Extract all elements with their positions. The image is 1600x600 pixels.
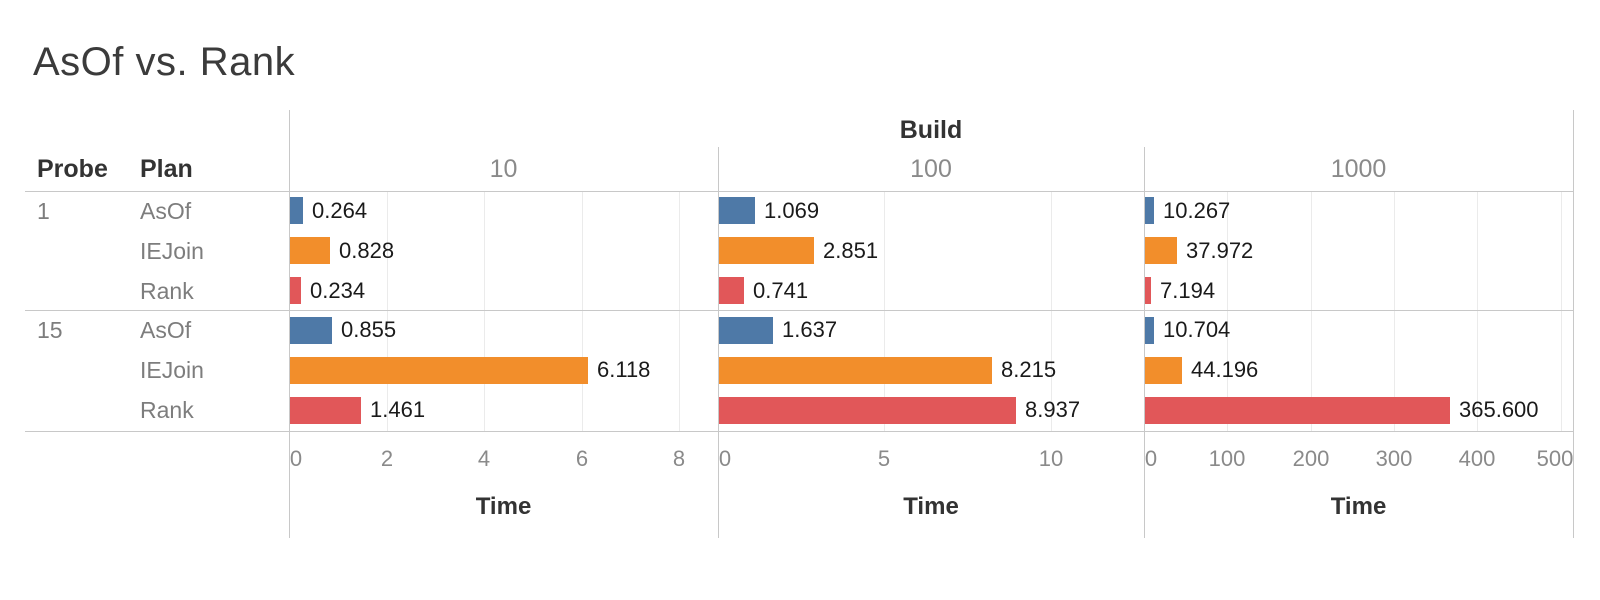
group-separator	[25, 310, 1573, 311]
bar-iejoin-probe15-build1000[interactable]	[1145, 357, 1182, 384]
bar-value-label: 37.972	[1186, 238, 1254, 263]
x-axis-tick-label: 0	[289, 446, 303, 471]
x-axis-tick-label: 500	[1536, 446, 1574, 471]
bar-asof-probe15-build10[interactable]	[290, 317, 332, 344]
gridline	[1394, 191, 1395, 431]
x-axis-title-time: Time	[903, 493, 959, 520]
probe-header-15[interactable]: 15	[37, 317, 63, 343]
x-axis-tick-label: 100	[1208, 446, 1246, 471]
bar-rank-probe1-build1000[interactable]	[1145, 277, 1151, 304]
x-axis-tick-label: 2	[380, 446, 394, 471]
x-axis-tick-label: 300	[1375, 446, 1413, 471]
bar-asof-probe1-build10[interactable]	[290, 197, 303, 224]
bar-value-label: 0.855	[341, 317, 397, 342]
panel-border	[718, 147, 719, 538]
column-header-1000[interactable]: 1000	[1330, 155, 1387, 183]
bar-asof-probe1-build1000[interactable]	[1145, 197, 1154, 224]
gridline	[484, 191, 485, 431]
bar-rank-probe15-build1000[interactable]	[1145, 397, 1450, 424]
column-header-10[interactable]: 10	[489, 155, 518, 183]
panel-border	[289, 110, 290, 538]
bar-rank-probe1-build100[interactable]	[719, 277, 744, 304]
gridline	[1311, 191, 1312, 431]
panel-border	[1144, 147, 1145, 538]
bar-rank-probe15-build100[interactable]	[719, 397, 1016, 424]
bar-value-label: 2.851	[823, 238, 879, 263]
column-header-100[interactable]: 100	[910, 155, 952, 183]
gridline	[1051, 191, 1052, 431]
bar-rank-probe15-build10[interactable]	[290, 397, 361, 424]
plan-header-iejoin-probe15[interactable]: IEJoin	[140, 357, 204, 383]
bar-iejoin-probe15-build100[interactable]	[719, 357, 992, 384]
probe-header-1[interactable]: 1	[37, 198, 50, 224]
bar-value-label: 44.196	[1191, 357, 1259, 382]
bar-value-label: 365.600	[1459, 397, 1539, 422]
gridline	[884, 191, 885, 431]
bar-asof-probe15-build1000[interactable]	[1145, 317, 1154, 344]
row-field-label-plan: Plan	[140, 155, 193, 183]
axis-line	[25, 431, 1573, 432]
bar-asof-probe15-build100[interactable]	[719, 317, 773, 344]
x-axis-tick-label: 5	[877, 446, 891, 471]
row-field-label-probe: Probe	[37, 155, 108, 183]
bar-value-label: 0.828	[339, 238, 395, 263]
x-axis-tick-label: 8	[672, 446, 686, 471]
bar-value-label: 0.234	[310, 278, 366, 303]
gridline	[679, 191, 680, 431]
plan-header-asof-probe15[interactable]: AsOf	[140, 317, 192, 343]
bar-iejoin-probe1-build10[interactable]	[290, 237, 330, 264]
gridline	[387, 191, 388, 431]
chart-title: AsOf vs. Rank	[33, 40, 296, 84]
plan-header-rank-probe1[interactable]: Rank	[140, 278, 194, 304]
x-axis-tick-label: 10	[1038, 446, 1064, 471]
plan-header-asof-probe1[interactable]: AsOf	[140, 198, 192, 224]
bar-value-label: 7.194	[1160, 278, 1216, 303]
bar-iejoin-probe1-build1000[interactable]	[1145, 237, 1177, 264]
plan-header-rank-probe15[interactable]: Rank	[140, 397, 194, 423]
gridline	[582, 191, 583, 431]
x-axis-title-time: Time	[1330, 493, 1387, 520]
bar-value-label: 1.461	[370, 397, 426, 422]
gridline	[1561, 191, 1562, 431]
x-axis-tick-label: 0	[718, 446, 732, 471]
x-axis-tick-label: 4	[477, 446, 491, 471]
bar-iejoin-probe15-build10[interactable]	[290, 357, 588, 384]
bar-value-label: 10.267	[1163, 198, 1231, 223]
gridline	[1477, 191, 1478, 431]
bar-value-label: 8.215	[1001, 357, 1057, 382]
bar-iejoin-probe1-build100[interactable]	[719, 237, 814, 264]
x-axis-title-time: Time	[475, 493, 532, 520]
panel-border	[1573, 110, 1574, 538]
x-axis-tick-label: 400	[1458, 446, 1496, 471]
bar-value-label: 1.637	[782, 317, 838, 342]
plan-header-iejoin-probe1[interactable]: IEJoin	[140, 238, 204, 264]
x-axis-tick-label: 0	[1144, 446, 1158, 471]
bar-value-label: 0.741	[753, 278, 809, 303]
column-field-label: Build	[899, 116, 963, 144]
x-axis-tick-label: 6	[575, 446, 589, 471]
bar-value-label: 0.264	[312, 198, 368, 223]
bar-value-label: 6.118	[597, 357, 651, 382]
bar-asof-probe1-build100[interactable]	[719, 197, 755, 224]
x-axis-tick-label: 200	[1292, 446, 1330, 471]
bar-rank-probe1-build10[interactable]	[290, 277, 301, 304]
header-separator	[25, 191, 1573, 192]
bar-value-label: 1.069	[764, 198, 820, 223]
bar-value-label: 10.704	[1163, 317, 1231, 342]
bar-value-label: 8.937	[1025, 397, 1081, 422]
gridline	[1227, 191, 1228, 431]
